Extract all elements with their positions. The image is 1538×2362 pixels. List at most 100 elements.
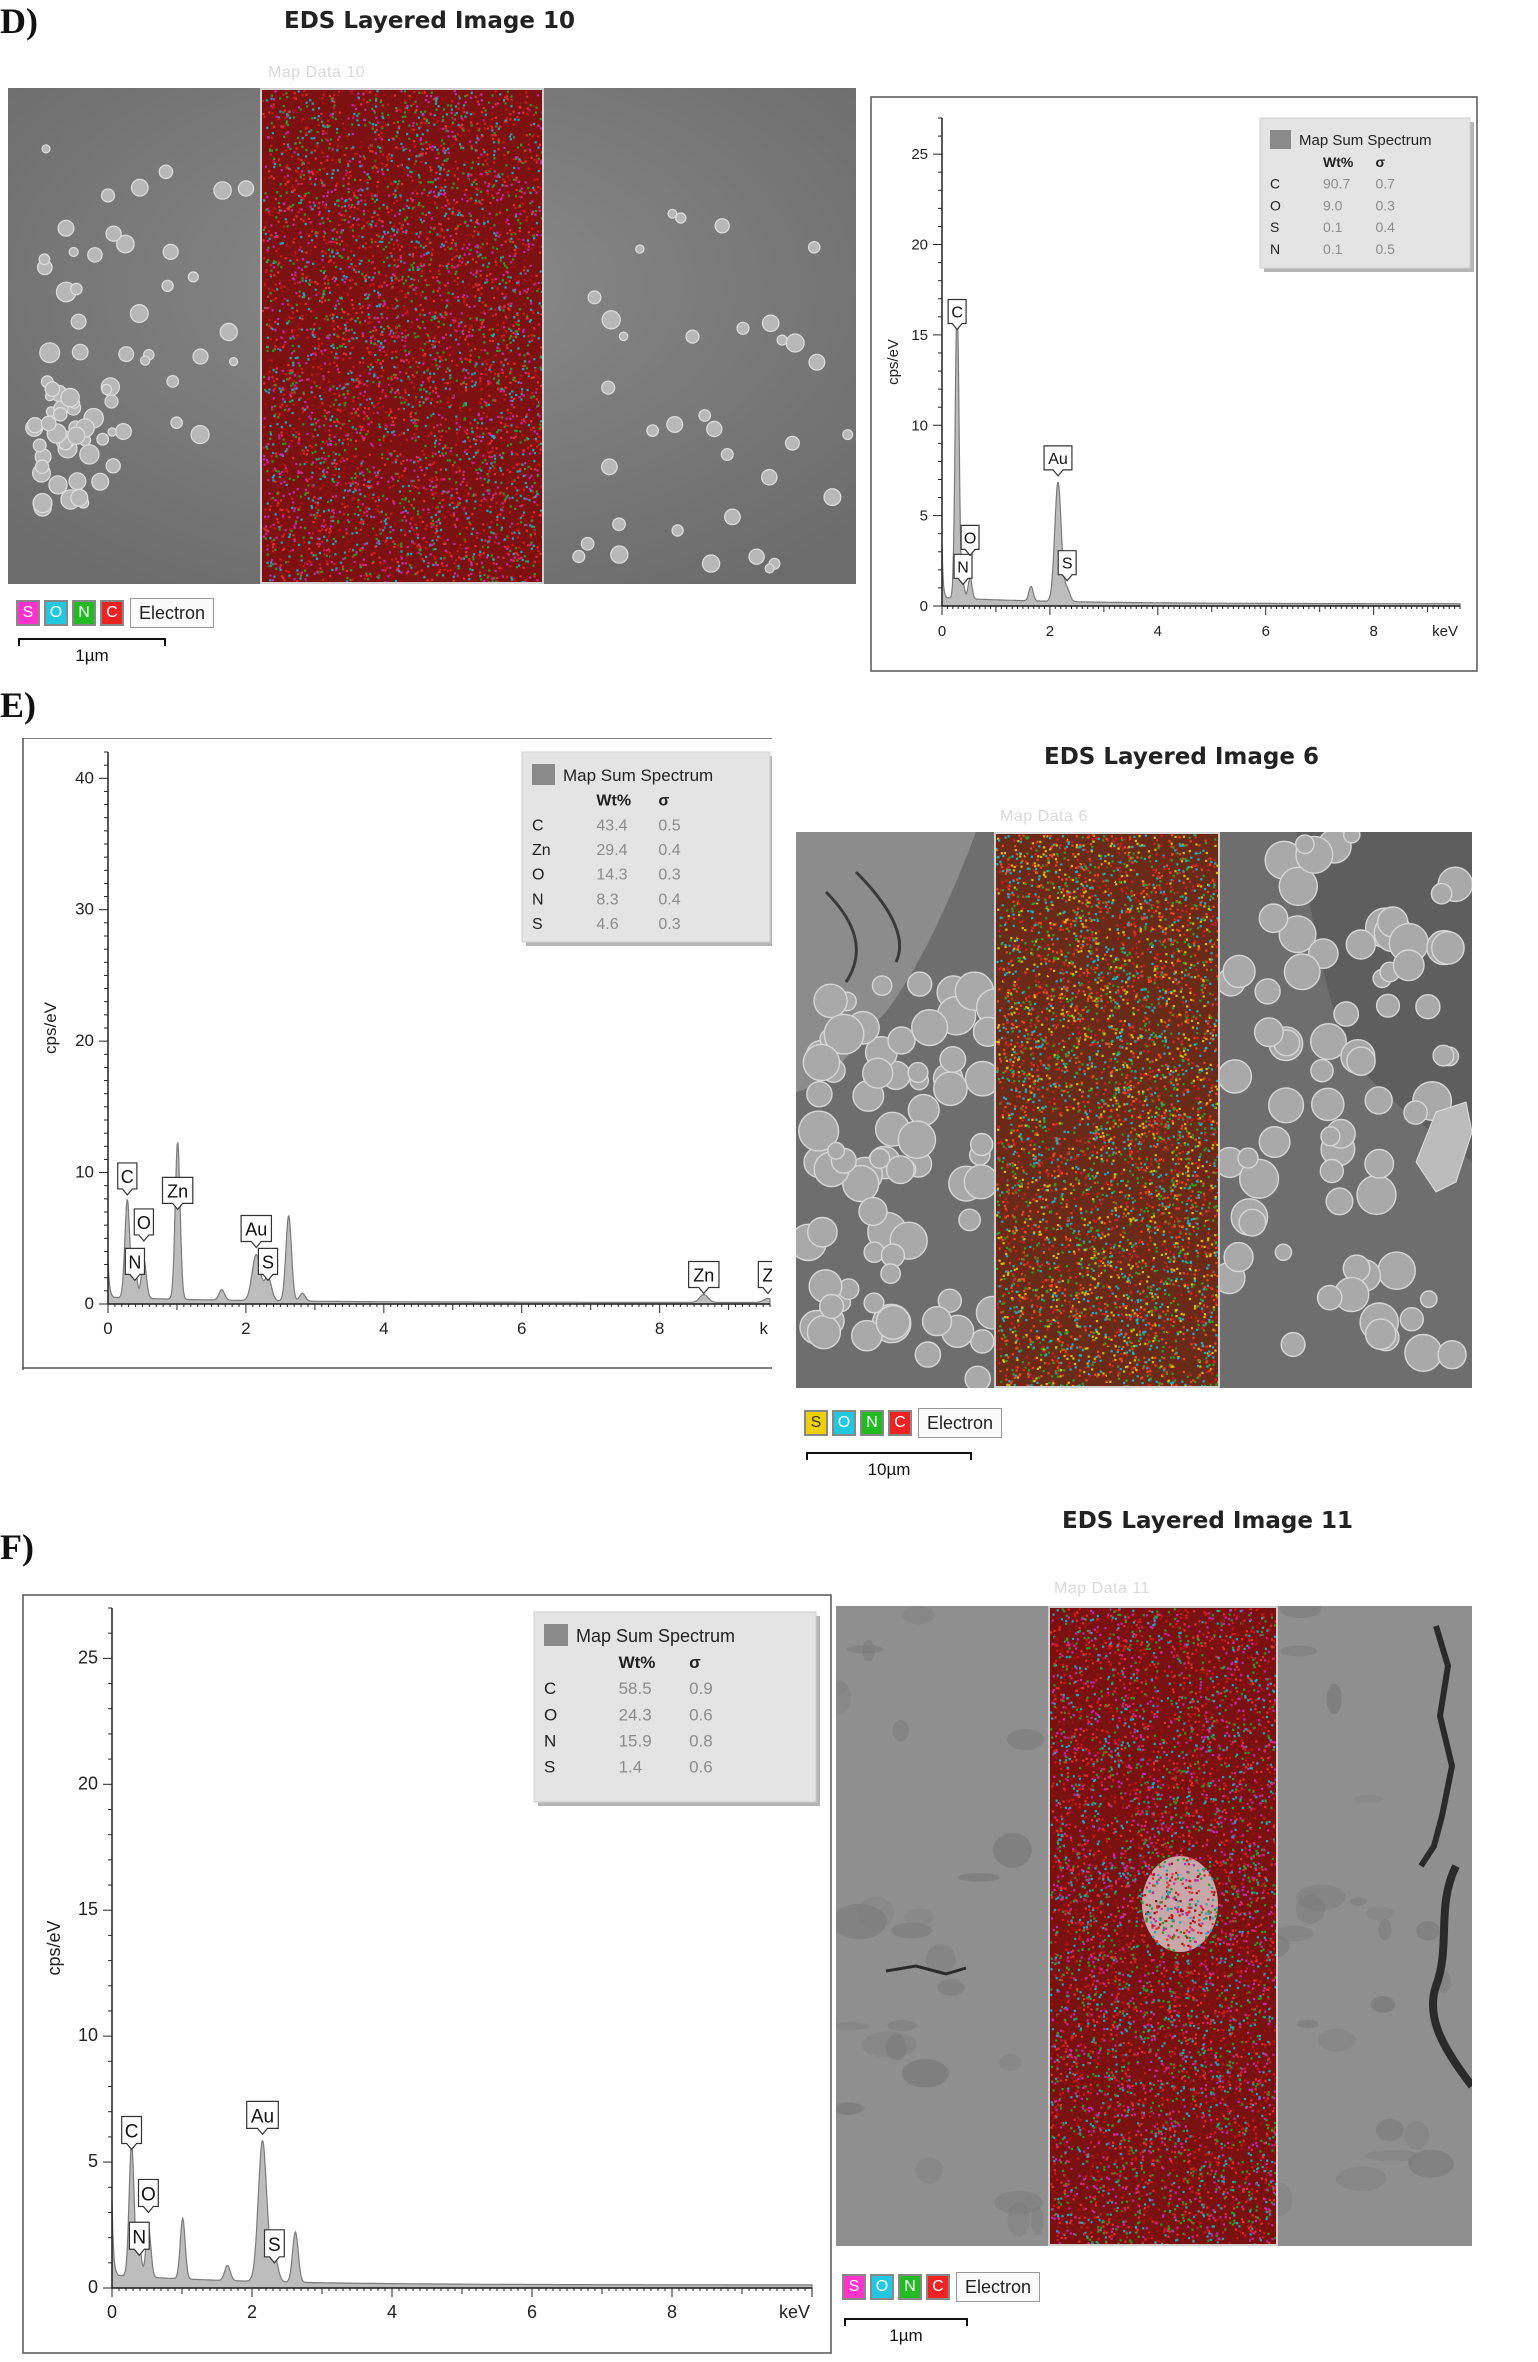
- spectrum-legend: Map Sum Spectrum Wt% σ C 58.5 0.9 O 24.3 0.6 N 15.…: [533, 1611, 820, 1806]
- legend-row-sigma: 0.6: [689, 1758, 713, 1777]
- peak-annotation-label: S: [1062, 556, 1073, 573]
- swatch-n-f[interactable]: N: [898, 2274, 922, 2300]
- element-legend-f: S O N C Electron: [842, 2272, 1041, 2302]
- map-data-noise-f: [1050, 1608, 1279, 2246]
- legend-row-wt: 14.3: [596, 867, 627, 884]
- legend-row-element: S: [544, 1758, 555, 1777]
- map-data-strip-e: [994, 832, 1221, 1388]
- legend-row-element: S: [1270, 219, 1279, 235]
- peak-annotation-label: S: [262, 1252, 274, 1272]
- peak-annotation: S: [1057, 550, 1077, 582]
- legend-row-wt: 0.1: [1323, 241, 1343, 257]
- legend-row-sigma: 0.4: [658, 891, 680, 908]
- legend-row-sigma: 0.7: [1376, 176, 1396, 192]
- legend-row-element: C: [544, 1679, 556, 1698]
- x-tick-label: 6: [527, 2302, 537, 2322]
- legend-row-sigma: 0.5: [1376, 241, 1396, 257]
- swatch-n-d[interactable]: N: [72, 600, 96, 626]
- map-data-noise-e: [996, 834, 1221, 1388]
- swatch-s-f[interactable]: S: [842, 2274, 866, 2300]
- peak-annotation-label: Z: [762, 1265, 772, 1285]
- scale-bar-f: 1µm: [844, 2318, 968, 2348]
- peak-annotation-box: [128, 2221, 150, 2257]
- peak-annotation: Zn: [688, 1260, 720, 1295]
- swatch-c-d[interactable]: C: [100, 600, 124, 626]
- legend-row-sigma: 0.4: [658, 842, 680, 859]
- peak-annotation-label: S: [268, 2235, 281, 2256]
- scale-bar-text-e: 10µm: [867, 1460, 911, 1479]
- peak-annotation: Au: [1043, 445, 1073, 477]
- map-data-strip-d: [260, 88, 545, 584]
- scale-bar-e: 10µm: [806, 1452, 972, 1482]
- legend-col-sigma: σ: [658, 793, 669, 810]
- element-legend-d: S O N C Electron: [16, 598, 215, 628]
- map-data-label-e: Map Data 6: [1000, 808, 1088, 825]
- y-tick-label: 0: [88, 2277, 98, 2297]
- x-tick-label: 4: [1154, 623, 1162, 640]
- y-axis-label: cps/eV: [41, 1001, 60, 1054]
- peak-annotation-label: N: [132, 2227, 146, 2248]
- peak-annotation: N: [953, 553, 973, 586]
- y-tick-label: 15: [911, 327, 928, 344]
- peak-annotation-label: Au: [245, 1219, 267, 1239]
- y-tick-label: 0: [85, 1294, 94, 1313]
- swatch-o-f[interactable]: O: [870, 2274, 894, 2300]
- spectrum-legend: Map Sum Spectrum Wt% σ C 90.7 0.7 O 9.0 0.3 S 0.1 0…: [1259, 117, 1474, 272]
- x-tick-label: 2: [1046, 623, 1054, 640]
- legend-row-wt: 15.9: [619, 1731, 652, 1750]
- swatch-o-e[interactable]: O: [832, 1410, 856, 1436]
- legend-box: [533, 1611, 817, 1803]
- x-unit-label: keV: [1432, 623, 1458, 640]
- peak-annotation-label: N: [957, 559, 969, 576]
- peak-annotation-box: [688, 1260, 720, 1295]
- peak-annotation-box: [121, 2115, 143, 2151]
- x-tick-label: 8: [655, 1319, 664, 1338]
- legend-col-sigma: σ: [1376, 154, 1386, 170]
- x-tick-label: 0: [938, 623, 946, 640]
- peak-annotation-box: [161, 1176, 194, 1211]
- peak-annotation-box: [133, 1208, 155, 1242]
- peak-annotation-label: C: [951, 304, 963, 321]
- peak-annotation-box: [1043, 445, 1073, 477]
- map-data-strip-f: [1048, 1606, 1279, 2246]
- peak-annotation-label: C: [125, 2121, 139, 2142]
- scale-bar-d: 1µm: [18, 638, 166, 668]
- legend-box: [1259, 117, 1471, 269]
- swatch-c-e[interactable]: C: [888, 1410, 912, 1436]
- electron-button-d[interactable]: Electron: [130, 598, 215, 628]
- swatch-s-d[interactable]: S: [16, 600, 40, 626]
- eds-title-e: EDS Layered Image 6: [1044, 744, 1319, 770]
- swatch-s-e[interactable]: S: [804, 1410, 828, 1436]
- peak-annotation: O: [133, 1208, 155, 1242]
- legend-title: Map Sum Spectrum: [563, 766, 713, 785]
- swatch-n-e[interactable]: N: [860, 1410, 884, 1436]
- peak-annotation-box: [960, 524, 980, 557]
- electron-button-f[interactable]: Electron: [956, 2272, 1041, 2302]
- y-tick-label: 5: [88, 2151, 98, 2171]
- y-tick-label: 25: [78, 1647, 98, 1667]
- electron-button-e[interactable]: Electron: [918, 1408, 1003, 1438]
- y-axis-label: cps/eV: [44, 1920, 64, 1975]
- legend-row-element: N: [544, 1731, 556, 1750]
- scale-bar-text-f: 1µm: [889, 2326, 923, 2345]
- peak-annotation-label: Zn: [167, 1181, 188, 1201]
- legend-row-wt: 4.6: [596, 916, 618, 933]
- peak-annotation: S: [263, 2229, 285, 2264]
- y-tick-label: 15: [78, 1899, 98, 1919]
- legend-row-wt: 1.4: [619, 1758, 643, 1777]
- legend-row-wt: 43.4: [596, 817, 627, 834]
- y-tick-label: 20: [911, 237, 928, 254]
- peak-annotation-box: [1057, 550, 1077, 582]
- swatch-c-f[interactable]: C: [926, 2274, 950, 2300]
- swatch-o-d[interactable]: O: [44, 600, 68, 626]
- legend-col-wt: Wt%: [1323, 154, 1354, 170]
- y-tick-label: 5: [920, 508, 928, 525]
- peak-annotation-label: O: [964, 530, 976, 547]
- legend-row-wt: 0.1: [1323, 219, 1343, 235]
- peak-annotation-box: [263, 2229, 285, 2264]
- legend-row-sigma: 0.5: [658, 817, 680, 834]
- legend-title: Map Sum Spectrum: [576, 1626, 735, 1646]
- y-tick-label: 10: [911, 417, 928, 434]
